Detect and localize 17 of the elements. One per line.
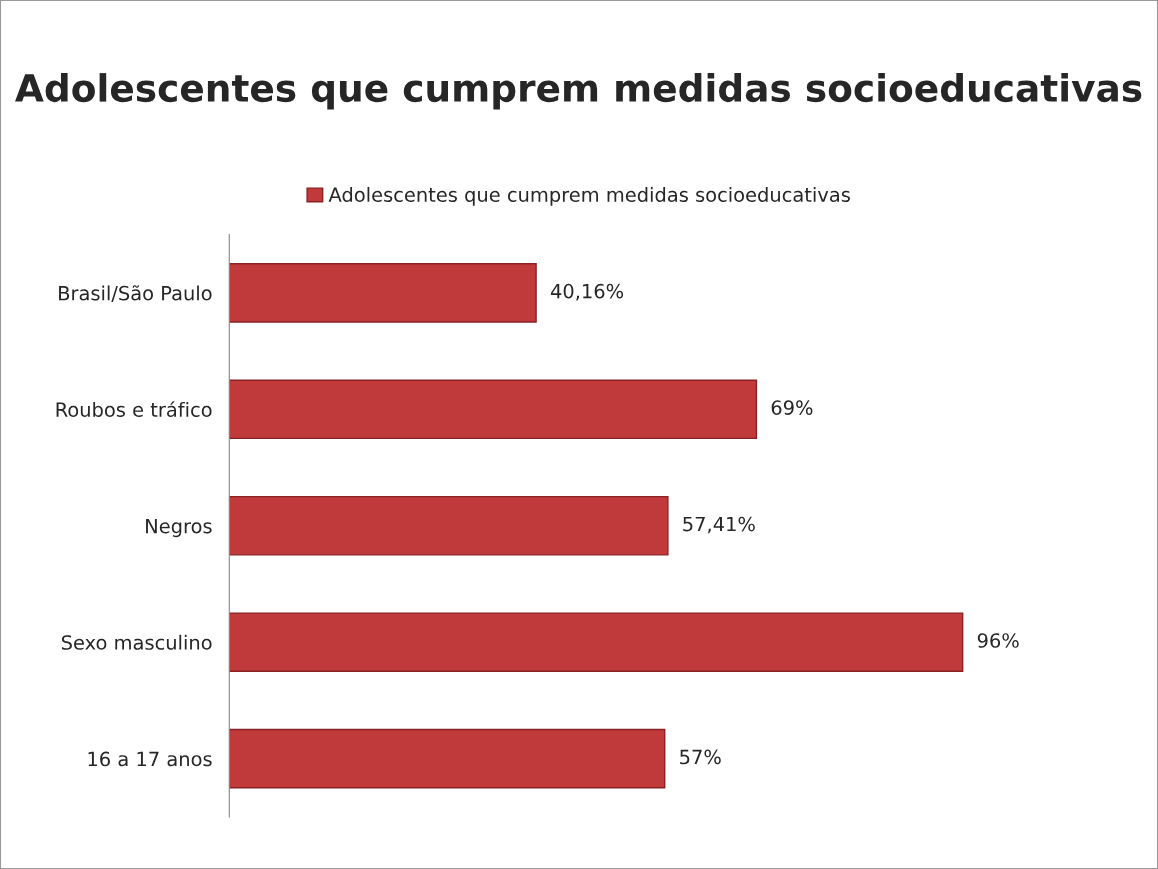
bar (229, 612, 964, 672)
bar (229, 728, 666, 789)
legend-label: Adolescentes que cumprem medidas socioeducativas (328, 186, 850, 206)
y-tick-label: Sexo masculino (61, 634, 212, 650)
data-label: 57% (680, 749, 721, 765)
bar (229, 379, 758, 440)
data-label: 96% (977, 633, 1019, 648)
chart-title: Adolescentes que cumprem medidas socioeducativas (15, 73, 1142, 110)
y-tick-label: Brasil/São Paulo (59, 285, 212, 303)
data-label: 69% (771, 400, 813, 415)
y-tick-label: 16 a 17 anos (88, 751, 212, 767)
y-tick-label: Negros (146, 518, 212, 538)
data-label: 57,41% (683, 516, 755, 534)
bar (229, 263, 537, 323)
y-tick-label: Roubos e tráfico (56, 401, 212, 417)
data-label: 40,16% (550, 283, 624, 301)
bar (229, 495, 669, 556)
